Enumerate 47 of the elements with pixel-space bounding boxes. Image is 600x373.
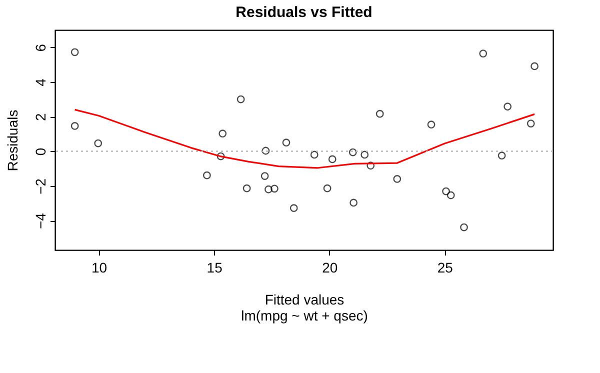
point xyxy=(236,95,245,104)
y-tick-label: −4 xyxy=(32,212,48,230)
y-tick-label: −2 xyxy=(32,178,48,194)
y-tick-label: 0 xyxy=(32,148,48,156)
point xyxy=(242,184,251,192)
point xyxy=(290,204,298,212)
point xyxy=(442,187,450,196)
y-tick-label: 6 xyxy=(32,44,48,52)
point xyxy=(393,175,402,183)
point xyxy=(348,148,357,156)
point xyxy=(350,198,358,207)
point xyxy=(498,152,506,160)
y-tick-label: 2 xyxy=(32,113,48,122)
y-axis-title: Residuals xyxy=(4,110,20,172)
point xyxy=(526,120,535,128)
point xyxy=(216,152,225,160)
point xyxy=(530,62,539,70)
text: lm(mpg ~ wt + qsec) xyxy=(241,308,368,324)
point xyxy=(479,50,488,58)
point xyxy=(328,155,336,164)
point xyxy=(504,102,512,111)
y-tick-label: 4 xyxy=(32,78,48,86)
line-series xyxy=(74,108,536,169)
point xyxy=(360,150,369,159)
point xyxy=(218,130,227,138)
point xyxy=(202,171,211,180)
x-tick-label: 25 xyxy=(437,260,454,276)
point xyxy=(323,184,332,192)
point xyxy=(460,223,468,232)
point xyxy=(264,185,272,194)
point xyxy=(366,162,375,170)
point xyxy=(260,172,269,180)
x-tick-label: 10 xyxy=(92,260,108,276)
x-tick-label: 15 xyxy=(206,260,223,276)
point xyxy=(446,191,455,200)
point xyxy=(70,48,79,56)
point xyxy=(70,122,79,130)
point xyxy=(310,150,318,159)
point xyxy=(270,184,278,193)
point xyxy=(262,146,270,155)
point xyxy=(427,120,436,129)
point xyxy=(94,139,102,148)
point xyxy=(376,110,384,118)
x-axis-title: Fitted values xyxy=(264,292,344,308)
point xyxy=(282,138,290,147)
x-tick-label: 20 xyxy=(322,260,338,276)
chart-title: Residuals vs Fitted xyxy=(236,4,372,21)
